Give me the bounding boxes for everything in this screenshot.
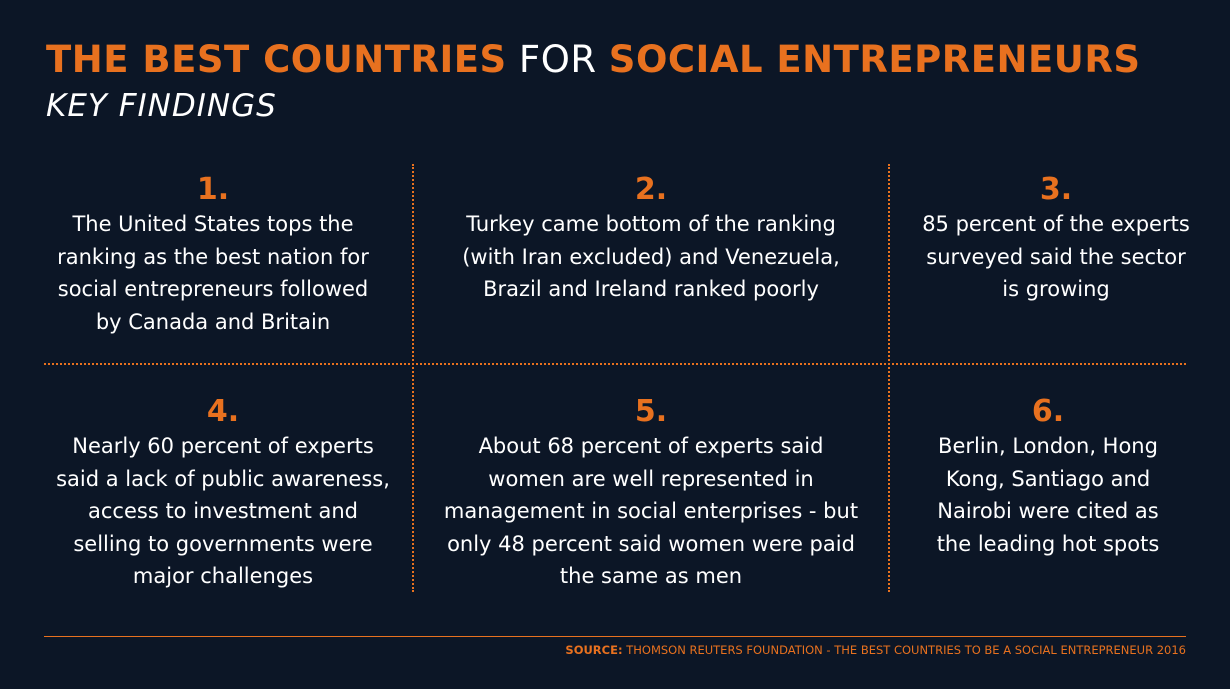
finding-text: Turkey came bottom of the ranking (with … <box>462 212 840 301</box>
finding-number: 5. <box>634 394 668 429</box>
grid-divider-vertical-right <box>888 164 890 592</box>
finding-number: 6. <box>1031 394 1065 429</box>
finding-text: Nearly 60 percent of experts said a lack… <box>56 434 390 588</box>
title-connector: FOR <box>506 38 609 81</box>
source-text: THOMSON REUTERS FOUNDATION - THE BEST CO… <box>622 643 1186 657</box>
finding-number: 2. <box>634 172 668 207</box>
title-highlight-entrepreneurs: SOCIAL ENTREPRENEURS <box>608 38 1141 81</box>
finding-number: 1. <box>196 172 230 207</box>
finding-4: 4. Nearly 60 percent of experts said a l… <box>28 394 418 593</box>
finding-1: 1. The United States tops the ranking as… <box>28 172 398 338</box>
finding-text: About 68 percent of experts said women a… <box>443 434 859 588</box>
finding-number: 4. <box>206 394 240 429</box>
finding-2: 2. Turkey came bottom of the ranking (wi… <box>420 172 882 306</box>
finding-3: 3. 85 percent of the experts surveyed sa… <box>898 172 1214 306</box>
page-subtitle: KEY FINDINGS <box>46 88 277 124</box>
page-title: THE BEST COUNTRIES FOR SOCIAL ENTREPRENE… <box>46 36 1140 84</box>
finding-5: 5. About 68 percent of experts said wome… <box>416 394 886 593</box>
source-label: SOURCE: <box>565 643 623 657</box>
grid-divider-vertical-left <box>412 164 414 592</box>
title-highlight-countries: THE BEST COUNTRIES <box>46 38 507 81</box>
finding-6: 6. Berlin, London, Hong Kong, Santiago a… <box>898 394 1198 560</box>
source-citation: SOURCE: THOMSON REUTERS FOUNDATION - THE… <box>565 642 1186 658</box>
finding-text: 85 percent of the experts surveyed said … <box>922 212 1190 301</box>
footer-rule <box>44 636 1186 637</box>
finding-text: Berlin, London, Hong Kong, Santiago and … <box>936 434 1160 556</box>
grid-divider-horizontal <box>44 363 1186 365</box>
finding-number: 3. <box>1039 172 1073 207</box>
finding-text: The United States tops the ranking as th… <box>57 212 369 334</box>
